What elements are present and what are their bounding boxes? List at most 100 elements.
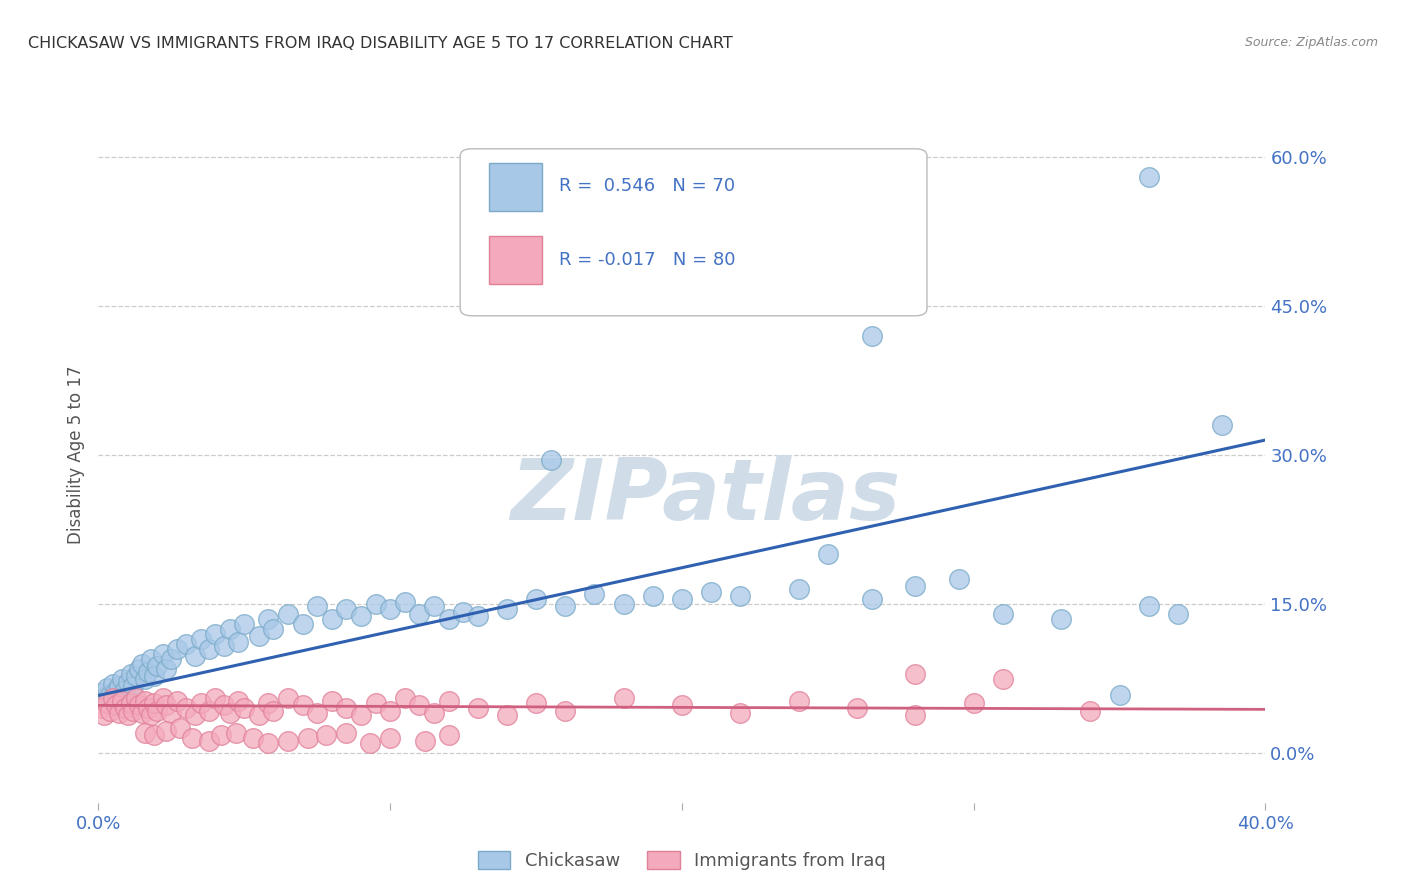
Point bbox=[904, 708, 927, 723]
Point bbox=[904, 666, 927, 681]
Point bbox=[93, 691, 115, 706]
Point bbox=[198, 704, 221, 718]
Point bbox=[146, 704, 169, 718]
Point bbox=[335, 701, 357, 715]
Point bbox=[108, 706, 131, 721]
Text: CHICKASAW VS IMMIGRANTS FROM IRAQ DISABILITY AGE 5 TO 17 CORRELATION CHART: CHICKASAW VS IMMIGRANTS FROM IRAQ DISABI… bbox=[28, 36, 733, 51]
Point bbox=[111, 672, 134, 686]
Point bbox=[1080, 704, 1102, 718]
Point bbox=[117, 674, 139, 689]
Point bbox=[262, 622, 284, 636]
Point bbox=[1050, 612, 1073, 626]
Point bbox=[641, 589, 664, 603]
Point bbox=[131, 706, 153, 721]
Point bbox=[904, 579, 927, 593]
Point bbox=[277, 734, 299, 748]
Point bbox=[247, 629, 270, 643]
Point bbox=[104, 698, 127, 713]
Point bbox=[1167, 607, 1189, 621]
Point bbox=[120, 697, 142, 711]
Point bbox=[122, 704, 145, 718]
Point bbox=[139, 651, 162, 665]
Point bbox=[190, 697, 212, 711]
Point bbox=[114, 683, 136, 698]
Point bbox=[190, 632, 212, 646]
Point bbox=[98, 689, 121, 703]
Point bbox=[98, 704, 121, 718]
Point bbox=[204, 691, 226, 706]
Point bbox=[117, 708, 139, 723]
Point bbox=[297, 731, 319, 746]
Point bbox=[467, 701, 489, 715]
Point bbox=[671, 592, 693, 607]
Point bbox=[233, 616, 256, 631]
Y-axis label: Disability Age 5 to 17: Disability Age 5 to 17 bbox=[66, 366, 84, 544]
Point bbox=[242, 731, 264, 746]
Point bbox=[136, 701, 159, 715]
Point bbox=[437, 694, 460, 708]
Point bbox=[730, 589, 752, 603]
Text: Source: ZipAtlas.com: Source: ZipAtlas.com bbox=[1244, 36, 1378, 49]
Point bbox=[540, 453, 562, 467]
Point bbox=[437, 612, 460, 626]
Point bbox=[120, 666, 142, 681]
Point bbox=[204, 627, 226, 641]
Point bbox=[101, 691, 124, 706]
Point bbox=[991, 672, 1014, 686]
Point bbox=[142, 728, 165, 742]
Point bbox=[160, 651, 183, 665]
Point bbox=[125, 668, 148, 682]
FancyBboxPatch shape bbox=[460, 149, 927, 316]
Point bbox=[183, 648, 205, 663]
Point bbox=[860, 328, 883, 343]
Point bbox=[180, 731, 202, 746]
Point bbox=[307, 706, 329, 721]
Point bbox=[1211, 418, 1233, 433]
Point bbox=[111, 694, 134, 708]
Point bbox=[787, 694, 810, 708]
Point bbox=[315, 728, 337, 742]
Text: ZIPatlas: ZIPatlas bbox=[510, 455, 900, 538]
Point bbox=[218, 622, 240, 636]
Point bbox=[364, 697, 387, 711]
Point bbox=[209, 728, 232, 742]
Point bbox=[134, 726, 156, 740]
Point bbox=[277, 691, 299, 706]
Point bbox=[108, 679, 131, 693]
Bar bbox=[489, 162, 541, 211]
Point bbox=[437, 728, 460, 742]
Point bbox=[256, 736, 278, 750]
Legend: Chickasaw, Immigrants from Iraq: Chickasaw, Immigrants from Iraq bbox=[471, 844, 893, 877]
Point bbox=[423, 706, 446, 721]
Point bbox=[321, 612, 343, 626]
Point bbox=[423, 599, 446, 613]
Point bbox=[467, 609, 489, 624]
Point bbox=[225, 726, 247, 740]
Point bbox=[233, 701, 256, 715]
Point bbox=[90, 701, 112, 715]
Point bbox=[136, 665, 159, 679]
Point bbox=[350, 708, 373, 723]
Point bbox=[228, 634, 250, 648]
Point bbox=[212, 698, 235, 713]
Point bbox=[554, 704, 576, 718]
Point bbox=[142, 668, 165, 682]
Point bbox=[183, 708, 205, 723]
Point bbox=[134, 694, 156, 708]
Point bbox=[408, 698, 430, 713]
Point bbox=[198, 641, 221, 656]
Point bbox=[96, 697, 118, 711]
Point bbox=[671, 698, 693, 713]
Point bbox=[125, 691, 148, 706]
Bar bbox=[489, 235, 541, 285]
Point bbox=[155, 724, 177, 739]
Point bbox=[155, 698, 177, 713]
Point bbox=[256, 697, 278, 711]
Point bbox=[380, 704, 402, 718]
Point bbox=[291, 616, 314, 631]
Point bbox=[228, 694, 250, 708]
Point bbox=[198, 734, 221, 748]
Point bbox=[413, 734, 436, 748]
Point bbox=[496, 602, 519, 616]
Point bbox=[166, 694, 188, 708]
